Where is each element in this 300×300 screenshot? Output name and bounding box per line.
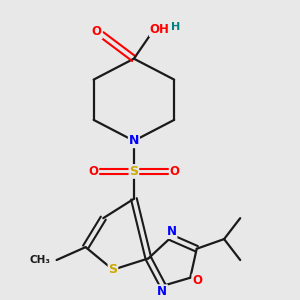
Text: N: N [167,225,177,238]
Text: O: O [170,165,180,178]
Text: O: O [92,26,102,38]
Text: N: N [129,134,139,147]
Text: N: N [157,285,167,298]
Text: H: H [171,22,180,32]
Text: OH: OH [150,23,169,36]
Text: O: O [192,274,203,287]
Text: S: S [129,165,138,178]
Text: O: O [88,165,98,178]
Text: S: S [109,263,118,276]
Text: CH₃: CH₃ [29,255,50,265]
